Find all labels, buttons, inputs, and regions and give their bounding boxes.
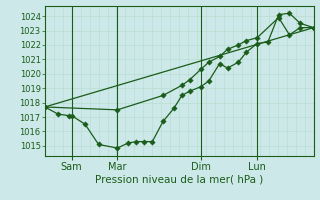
X-axis label: Pression niveau de la mer( hPa ): Pression niveau de la mer( hPa ) <box>95 174 263 184</box>
